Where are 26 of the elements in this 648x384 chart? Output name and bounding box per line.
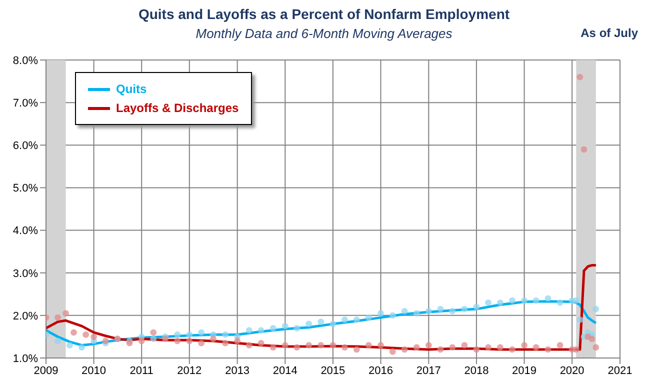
y-tick-label: 4.0% — [12, 225, 38, 238]
y-tick-label: 2.0% — [12, 310, 38, 322]
x-tick-label: 2010 — [82, 364, 106, 377]
y-tick-label: 5.0% — [12, 182, 38, 195]
legend-label: Quits — [116, 82, 147, 96]
chart-title: Quits and Layoffs as a Percent of Nonfarm Employment — [137, 6, 511, 22]
y-tick-label: 3.0% — [12, 268, 38, 280]
chart-subtitle: Monthly Data and 6-Month Moving Averages — [196, 26, 452, 41]
x-tick-label: 2019 — [512, 364, 537, 377]
x-tick-label: 2011 — [130, 364, 154, 377]
y-tick-label: 7.0% — [12, 97, 38, 110]
y-tick-label: 1.0% — [12, 352, 38, 365]
x-tick-label: 2009 — [34, 364, 58, 377]
x-tick-label: 2012 — [177, 364, 202, 377]
legend-label: Layoffs & Discharges — [116, 101, 239, 115]
x-tick-label: 2013 — [225, 364, 250, 377]
x-tick-label: 2018 — [464, 364, 489, 377]
y-tick-label: 6.0% — [12, 140, 38, 152]
x-tick-label: 2016 — [368, 364, 393, 377]
x-tick-label: 2017 — [416, 364, 441, 377]
x-tick-label: 2015 — [320, 364, 346, 377]
x-tick-label: 2020 — [560, 364, 584, 377]
y-tick-label: 8.0% — [12, 54, 38, 67]
text: As of July — [580, 26, 638, 40]
x-tick-label: 2021 — [608, 364, 632, 377]
x-tick-label: 2014 — [272, 364, 298, 377]
